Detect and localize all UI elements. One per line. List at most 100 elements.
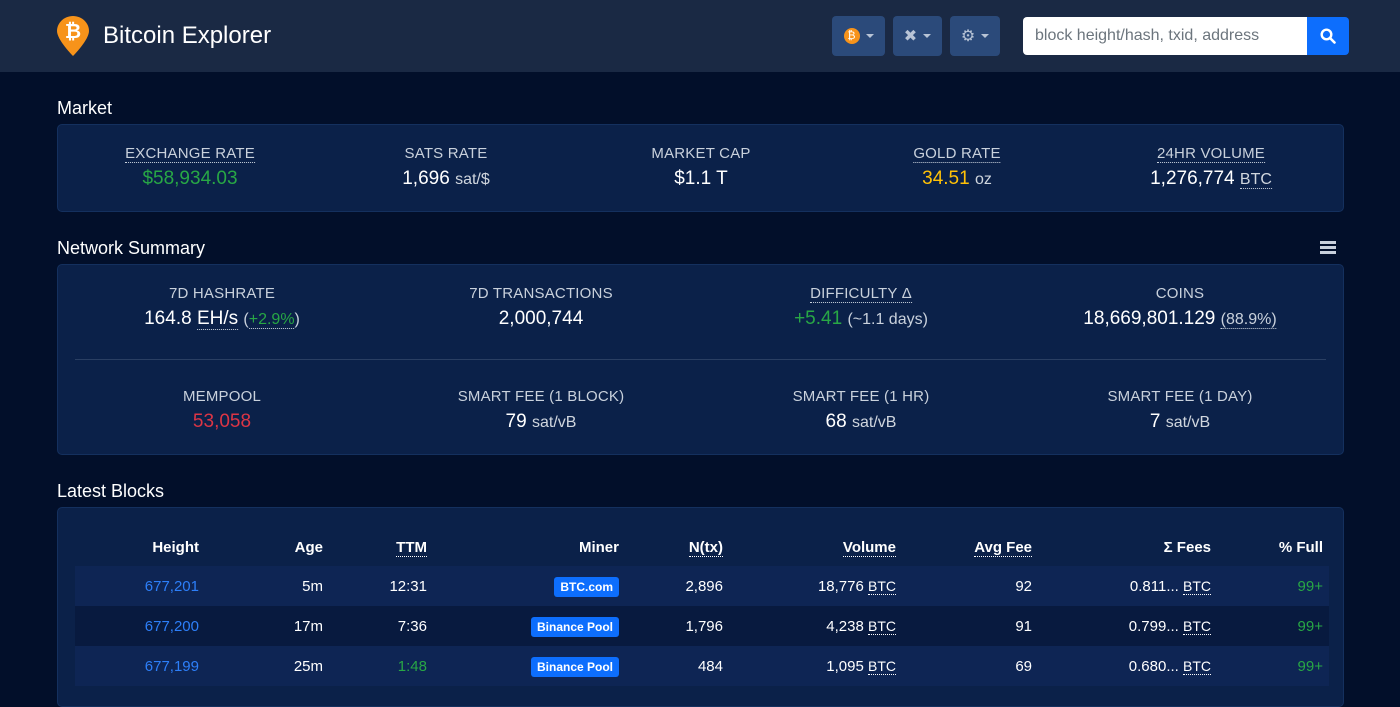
fee-1-day-value: 7 — [1149, 411, 1161, 432]
table-row: 677,200 17m 7:36 Binance Pool 1,796 4,23… — [75, 606, 1329, 646]
btc-unit[interactable]: BTC — [868, 657, 896, 675]
latest-blocks-card: Height Age TTM Miner N(tx) Volume Avg Fe… — [57, 507, 1344, 707]
block-fees-cell: 0.680... BTC — [1032, 646, 1211, 686]
fee-1-day-label: SMART FEE (1 DAY) — [1107, 388, 1253, 405]
mempool-stat: MEMPOOL 53,058 — [183, 388, 261, 433]
hashrate-unit[interactable]: EH/s — [196, 308, 239, 330]
difficulty-label[interactable]: DIFFICULTY Δ — [810, 285, 912, 303]
difficulty-note: (~1.1 days) — [847, 311, 928, 328]
exchange-rate-label[interactable]: EXCHANGE RATE — [125, 145, 255, 163]
col-height: Height — [152, 538, 199, 556]
block-ttm: 12:31 — [323, 566, 427, 606]
col-miner: Miner — [578, 538, 619, 556]
block-miner-cell: Binance Pool — [427, 606, 619, 646]
miner-badge[interactable]: Binance Pool — [530, 656, 619, 677]
block-fees[interactable]: 0.811... — [1129, 577, 1179, 595]
col-ntx-cell: N(tx) — [619, 528, 723, 566]
block-volume: 18,776 — [817, 577, 864, 595]
currency-dropdown[interactable]: ₿ — [832, 16, 885, 56]
search-icon — [1320, 28, 1336, 44]
market-cap-value: $1.1 T — [674, 168, 728, 189]
fee-1-day-stat: SMART FEE (1 DAY) 7 sat/vB — [1107, 388, 1252, 433]
transactions-label: 7D TRANSACTIONS — [469, 285, 613, 302]
block-ntx: 484 — [619, 646, 723, 686]
volume-stat: 24HR VOLUME 1,276,774 BTC — [1150, 145, 1272, 190]
block-full: 99+ — [1211, 566, 1329, 606]
market-title: Market — [57, 98, 113, 118]
block-height[interactable]: 677,201 — [75, 566, 199, 606]
gear-icon: ⚙ — [960, 28, 976, 45]
btc-unit[interactable]: BTC — [868, 617, 896, 635]
hashrate-value: 164.8 — [144, 308, 192, 329]
fee-1-hr-value: 68 — [825, 411, 847, 432]
fee-unit: sat/vB — [531, 414, 577, 431]
block-fees[interactable]: 0.799... — [1128, 617, 1179, 635]
network-summary-title: Network Summary — [57, 238, 206, 258]
miner-badge[interactable]: Binance Pool — [530, 616, 619, 637]
col-avg-fee[interactable]: Avg Fee — [974, 538, 1032, 557]
volume-label[interactable]: 24HR VOLUME — [1156, 145, 1266, 163]
bitcoin-icon: ₿ — [843, 28, 860, 44]
col-ttm[interactable]: TTM — [396, 538, 427, 557]
col-volume[interactable]: Volume — [842, 538, 896, 557]
fee-unit: sat/vB — [1165, 414, 1211, 431]
volume-unit[interactable]: BTC — [1239, 171, 1272, 189]
col-ntx[interactable]: N(tx) — [688, 538, 723, 557]
coins-stat: COINS 18,669,801.129 (88.9%) — [1083, 285, 1277, 330]
mempool-value[interactable]: 53,058 — [192, 411, 252, 432]
sats-rate-stat: SATS RATE 1,696 sat/$ — [402, 145, 490, 190]
block-ntx: 1,796 — [619, 606, 723, 646]
hashrate-label: 7D HASHRATE — [168, 285, 276, 302]
transactions-value: 2,000,744 — [498, 308, 584, 329]
bitcoin-logo-icon[interactable]: ₿ — [57, 16, 89, 56]
miner-badge[interactable]: BTC.com — [554, 576, 619, 597]
brand-title[interactable]: Bitcoin Explorer — [103, 22, 272, 49]
block-height[interactable]: 677,199 — [75, 646, 199, 686]
list-view-icon[interactable] — [1320, 241, 1336, 255]
coins-percent[interactable]: (88.9%) — [1220, 311, 1277, 329]
market-card: EXCHANGE RATE $58,934.03 SATS RATE 1,696 s… — [57, 124, 1344, 212]
network-summary-card: 7D HASHRATE 164.8 EH/s (+2.9%) 7D TRANSAC… — [57, 264, 1344, 455]
block-fees[interactable]: 0.680... — [1128, 657, 1179, 675]
settings-dropdown[interactable]: ⚙ — [950, 16, 1000, 56]
btc-unit[interactable]: BTC — [1183, 577, 1211, 595]
navbar: ₿ Bitcoin Explorer ₿ ✖ ⚙ — [0, 0, 1400, 72]
caret-down-icon — [923, 34, 932, 38]
block-miner-cell: Binance Pool — [427, 646, 619, 686]
block-ttm: 1:48 — [323, 646, 427, 686]
block-height[interactable]: 677,200 — [75, 606, 199, 646]
btc-unit[interactable]: BTC — [1183, 657, 1211, 675]
col-ttm-cell: TTM — [323, 528, 427, 566]
col-fees: Σ Fees — [1163, 538, 1211, 556]
tools-dropdown[interactable]: ✖ — [893, 16, 942, 56]
divider — [75, 359, 1326, 360]
exchange-rate-stat: EXCHANGE RATE $58,934.03 — [125, 145, 255, 190]
search-input[interactable] — [1023, 17, 1307, 55]
hashrate-stat: 7D HASHRATE 164.8 EH/s (+2.9%) — [144, 285, 300, 330]
block-fees-cell: 0.799... BTC — [1032, 606, 1211, 646]
block-volume-cell: 4,238 BTC — [723, 606, 896, 646]
btc-unit[interactable]: BTC — [1183, 617, 1211, 635]
block-volume-cell: 18,776 BTC — [723, 566, 896, 606]
block-age: 17m — [199, 606, 323, 646]
blocks-table: Height Age TTM Miner N(tx) Volume Avg Fe… — [75, 528, 1329, 686]
hashrate-change[interactable]: +2.9% — [248, 311, 295, 329]
fee-1-block-stat: SMART FEE (1 BLOCK) 79 sat/vB — [458, 388, 625, 433]
caret-down-icon — [865, 34, 874, 38]
latest-blocks-title: Latest Blocks — [57, 481, 165, 501]
col-age: Age — [294, 538, 323, 556]
gold-rate-stat: GOLD RATE 34.51 oz — [913, 145, 1001, 190]
block-age: 5m — [199, 566, 323, 606]
col-full: % Full — [1278, 538, 1323, 556]
btc-unit[interactable]: BTC — [868, 577, 896, 595]
search-button[interactable] — [1307, 17, 1349, 55]
sats-rate-label: SATS RATE — [404, 145, 488, 162]
gold-rate-value: 34.51 — [922, 168, 970, 189]
fee-1-hr-label: SMART FEE (1 HR) — [792, 388, 930, 405]
volume-value: 1,276,774 — [1150, 168, 1235, 189]
block-ttm: 7:36 — [323, 606, 427, 646]
difficulty-stat: DIFFICULTY Δ +5.41 (~1.1 days) — [794, 285, 928, 330]
gold-rate-label[interactable]: GOLD RATE — [913, 145, 1001, 163]
table-header: Height Age TTM Miner N(tx) Volume Avg Fe… — [75, 528, 1329, 566]
block-volume-cell: 1,095 BTC — [723, 646, 896, 686]
